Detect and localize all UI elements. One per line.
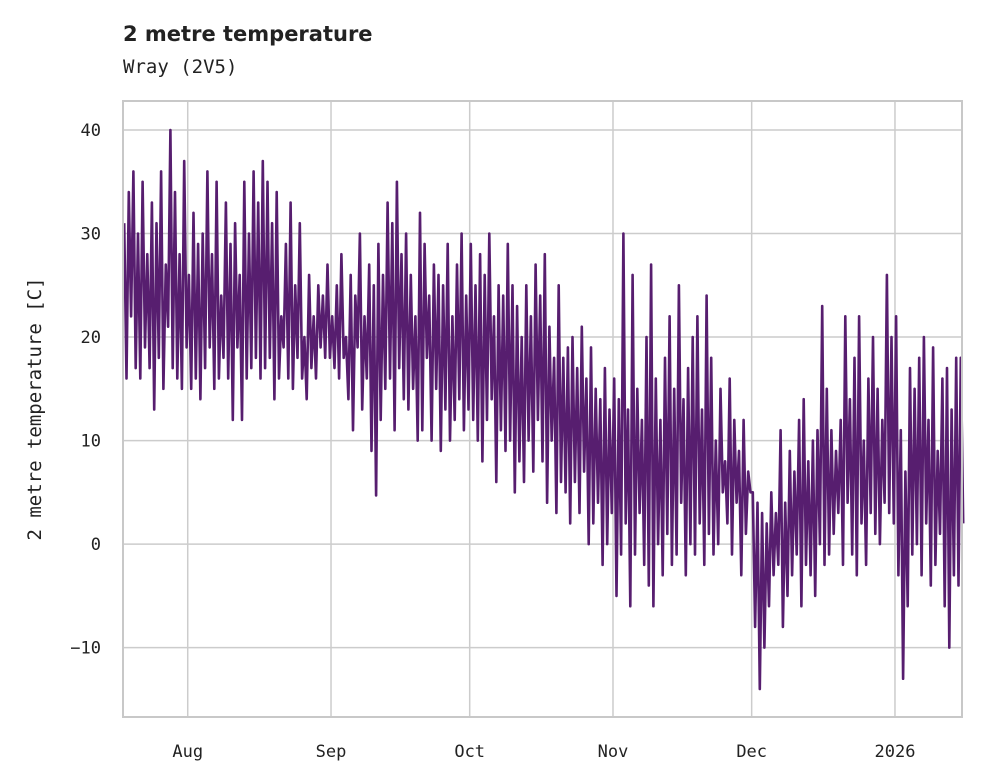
x-tick-label: Oct [454, 742, 485, 762]
temperature-line [122, 128, 965, 691]
chart-title: 2 metre temperature [123, 22, 373, 46]
y-tick-label: −10 [70, 639, 101, 659]
y-tick-label: 20 [81, 328, 101, 348]
y-tick-label: 30 [81, 225, 101, 245]
x-tick-label: Sep [316, 742, 347, 762]
y-tick-label: 10 [81, 432, 101, 452]
x-tick-label: Nov [598, 742, 629, 762]
y-tick-label: 0 [91, 535, 101, 555]
x-tick-label: Dec [736, 742, 767, 762]
chart-subtitle: Wray (2V5) [123, 56, 237, 78]
y-tick-label: 40 [81, 121, 101, 141]
x-tick-label: 2026 [874, 742, 915, 762]
x-tick-label: Aug [172, 742, 203, 762]
series-group [122, 128, 965, 691]
y-axis-label: 2 metre temperature [C] [24, 277, 46, 540]
tick-labels: −10 0 10 20 30 40 Aug Sep Oct Nov Dec 2026 [70, 121, 915, 762]
grid [123, 101, 962, 717]
plot-frame [122, 100, 963, 718]
